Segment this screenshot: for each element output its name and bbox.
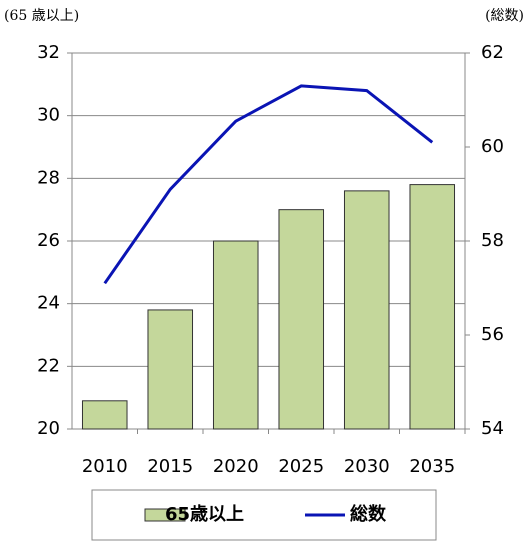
y2-tick-label: 62 [481, 42, 504, 63]
x-tick-label: 2025 [278, 456, 324, 477]
x-tick-label: 2020 [213, 456, 259, 477]
y-tick-label: 20 [37, 418, 60, 439]
y2-tick-label: 58 [481, 230, 504, 251]
y2-axis-label: (総数) [485, 8, 524, 24]
bar [147, 309, 194, 430]
line [103, 84, 434, 285]
y-tick-label: 30 [37, 105, 60, 126]
y-tick-label: 22 [37, 355, 60, 376]
y-tick-label: 28 [37, 167, 60, 188]
y-tick-label: 24 [37, 293, 60, 314]
bar [409, 184, 456, 430]
legend-swatch [144, 508, 186, 522]
bar [343, 190, 390, 430]
x-tick-label: 2015 [147, 456, 193, 477]
bar [212, 240, 259, 430]
y-axis-label: (65 歳以上) [4, 8, 79, 24]
y2-tick-label: 54 [481, 418, 504, 439]
x-tick-label: 2035 [409, 456, 455, 477]
y2-tick-label: 56 [481, 324, 504, 345]
x-tick-label: 2010 [82, 456, 128, 477]
legend-label: 総数 [350, 503, 387, 525]
y2-tick-label: 60 [481, 136, 504, 157]
legend-label: 65歳以上 [165, 504, 244, 525]
y-tick-label: 32 [37, 42, 60, 63]
y-tick-label: 26 [37, 230, 60, 251]
legend-box [91, 489, 437, 541]
bar [81, 400, 128, 430]
x-tick-label: 2030 [344, 456, 390, 477]
bar [278, 209, 325, 430]
